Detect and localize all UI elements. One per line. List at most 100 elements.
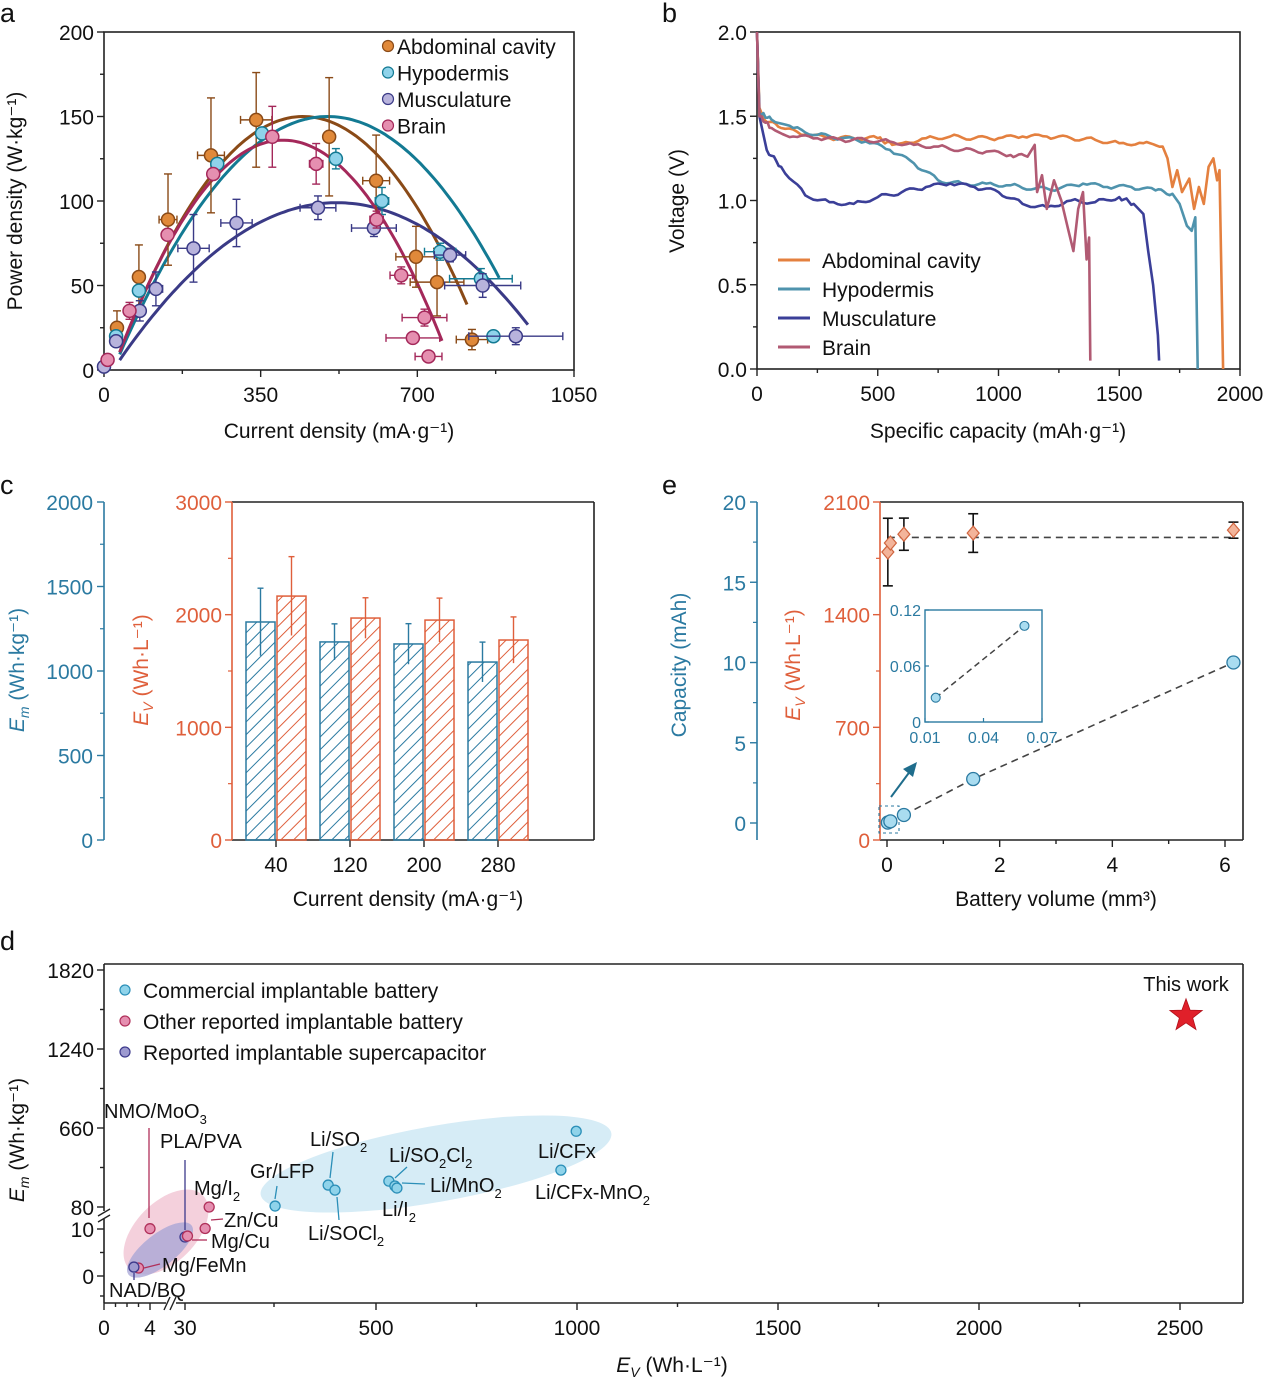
marker-hypodermis	[131, 283, 147, 298]
label-part: Mg/Cu	[211, 1231, 270, 1253]
inset-arrow-head	[903, 762, 917, 777]
em-tick-label: 1500	[46, 577, 93, 600]
panel-a-points	[96, 71, 564, 374]
legend-label-abdominal: Abdominal cavity	[397, 36, 556, 59]
point-label: Mg/Cu	[211, 1231, 270, 1253]
legend-marker-abdominal	[381, 39, 395, 53]
ev-diamond-marker	[881, 544, 895, 560]
marker-hypodermis	[374, 193, 390, 209]
y-tick-label: 80	[71, 1197, 94, 1220]
panel-e-axes: 0 5 10 15 20 0 700 1400 2100 0 2 4 6	[723, 492, 1244, 877]
label-part: 2	[643, 1193, 650, 1208]
data-point-brain	[308, 142, 324, 185]
capacity-marker	[883, 814, 898, 829]
legend-marker-hypodermis	[381, 66, 395, 79]
x-tick-label: 40	[264, 854, 287, 877]
ev-tick-label: 0	[210, 830, 222, 853]
marker-musculature	[229, 215, 244, 231]
point-label: Li/SOCl2	[308, 1223, 384, 1249]
x-tick-label: 4	[1106, 854, 1118, 877]
data-point-musculature	[148, 271, 164, 307]
marker-brain	[160, 227, 175, 243]
marker-musculature	[310, 200, 326, 216]
data-point-brain	[122, 301, 137, 320]
label-part: Li/CFx-MnO	[535, 1182, 643, 1204]
panel-a-fit-curves	[118, 114, 530, 361]
data-point-brain	[369, 210, 385, 229]
leader-line	[143, 1263, 161, 1269]
label-part: 3	[200, 1112, 207, 1127]
label-part: 2	[360, 1140, 367, 1155]
leader-line	[210, 1218, 224, 1221]
point-other_battery	[199, 1222, 211, 1235]
label-part: Zn/Cu	[224, 1210, 278, 1232]
x-tick-label: 30	[173, 1317, 196, 1340]
data-point-brain	[205, 166, 221, 182]
marker-brain	[393, 268, 409, 283]
panel-e-inset: 0.01 0.04 0.07 0 0.06 0.12	[890, 603, 1058, 747]
x-tick-label: 2000	[956, 1317, 1003, 1340]
y-tick-label: 1820	[47, 960, 94, 983]
marker-brain	[265, 129, 280, 145]
y-tick-label: 0	[82, 1266, 94, 1289]
x-tick-label: 2500	[1157, 1317, 1204, 1340]
inset-y-tick-label: 0.12	[890, 603, 921, 620]
label-part: Cl	[446, 1145, 465, 1167]
point-label: Mg/I2	[194, 1178, 240, 1204]
data-point-musculature	[433, 247, 467, 263]
point-label: PLA/PVA	[160, 1131, 243, 1153]
data-point-musculature	[132, 300, 148, 322]
data-point-musculature	[108, 334, 124, 349]
x-tick-label: 0	[98, 1317, 110, 1340]
panel-d-ragone-comparison: 0 4 30 500 1000 1500 2000 25000108066012401820 …	[6, 960, 1244, 1380]
this-work-star-icon	[1168, 997, 1204, 1031]
inset-x-tick-label: 0.01	[909, 730, 940, 747]
marker-musculature	[186, 241, 201, 256]
marker-musculature	[148, 281, 164, 297]
point-commercial	[391, 1182, 403, 1194]
label-part: NMO/MoO	[104, 1101, 200, 1123]
marker-brain	[417, 310, 432, 325]
this-work-label: This work	[1143, 974, 1230, 996]
legend-marker-other_battery	[119, 1015, 131, 1027]
capacity-tick-label: 15	[723, 572, 746, 595]
data-point-abdominal	[239, 71, 273, 168]
inset-arrow	[890, 769, 912, 798]
leader-line	[401, 1182, 426, 1185]
point-label: NAD/BQ	[109, 1280, 186, 1302]
y-tick-label: 50	[71, 276, 94, 299]
panel-a-ylabel: Power density (W·kg⁻¹)	[4, 92, 27, 311]
label-part: 2	[494, 1186, 501, 1201]
label-part: Li/I	[382, 1199, 409, 1221]
label-part: 2	[377, 1234, 384, 1249]
marker-abdominal	[131, 269, 147, 285]
ev-tick-label: 2000	[175, 605, 222, 628]
y-axis-break-mark	[97, 1208, 111, 1223]
panel-label-b: b	[662, 0, 677, 28]
leader-line	[394, 1166, 408, 1179]
x-tick-label: 1000	[554, 1317, 601, 1340]
x-tick-label: 6	[1219, 854, 1231, 877]
panel-e-data	[878, 512, 1241, 834]
marker-abdominal	[408, 249, 424, 265]
fit-curve-musculature	[118, 201, 530, 361]
data-point-brain	[385, 330, 441, 346]
ev-diamond-marker	[897, 526, 911, 543]
marker-brain	[369, 212, 384, 227]
y-tick-label: 150	[59, 107, 94, 130]
em-tick-label: 1000	[46, 661, 93, 684]
y-tick-label: 2.0	[718, 22, 747, 45]
panel-e-ylabel-right: EV (Wh·L⁻¹)	[782, 609, 808, 720]
panel-b-ylabel: Voltage (V)	[666, 149, 689, 253]
ev-tick-label: 700	[835, 717, 870, 740]
zoom-region-box	[878, 805, 900, 834]
point-label: Li/CFx-MnO2	[535, 1182, 650, 1208]
capacity-tick-label: 20	[723, 492, 746, 515]
panel-c-energy-density-bars: 0 500 1000 1500 2000 0 1000 2000 3000 40 120 200 28…	[6, 492, 595, 911]
data-point-brain	[100, 352, 115, 368]
voltage-line-brain	[755, 31, 1092, 361]
data-point-brain	[414, 349, 443, 364]
ev-diamond-marker	[1226, 522, 1241, 539]
